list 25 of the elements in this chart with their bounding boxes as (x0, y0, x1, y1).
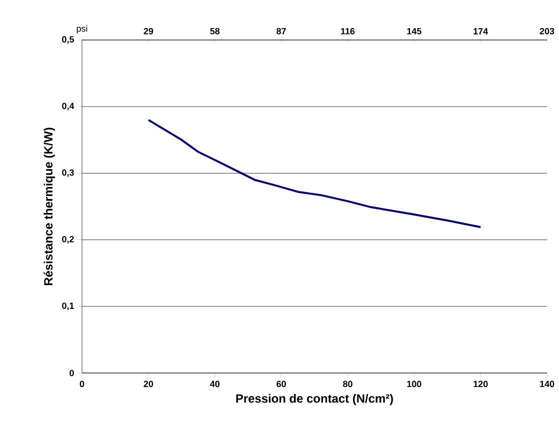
x-tick-label: 20 (144, 380, 154, 388)
x-tick-label: 100 (407, 380, 422, 388)
y-tick-label: 0,5 (62, 36, 74, 44)
x-tick-label: 60 (276, 380, 286, 388)
x2-tick-label: 116 (341, 28, 355, 34)
y-tick-label: 0,4 (62, 102, 74, 110)
x-tick-label: 40 (210, 380, 220, 388)
x-tick-label: 80 (343, 380, 352, 388)
x2-tick-label: 145 (407, 28, 422, 34)
x2-tick-label: 87 (276, 28, 286, 34)
x2-tick-label: 58 (210, 28, 220, 34)
x-tick-label: 0 (80, 380, 84, 388)
line-series (147, 118, 482, 228)
y-axis-title: Résistance thermique (K/W) (44, 128, 55, 286)
x-tick-label: 120 (474, 380, 488, 388)
y-tick-label: 0 (70, 370, 74, 376)
y-tick-label: 0,1 (62, 302, 74, 310)
x-tick-label: 140 (540, 380, 554, 388)
y-tick-label: 0,2 (62, 236, 74, 244)
x2-tick-label: 29 (144, 28, 154, 34)
x-axis-title: Pression de contact (N/cm²) (236, 394, 393, 406)
x2-tick-label: 203 (540, 28, 554, 34)
x2-axis-title: psi (76, 25, 88, 34)
x2-tick-label: 174 (474, 28, 488, 34)
y-tick-label: 0,3 (62, 169, 74, 178)
